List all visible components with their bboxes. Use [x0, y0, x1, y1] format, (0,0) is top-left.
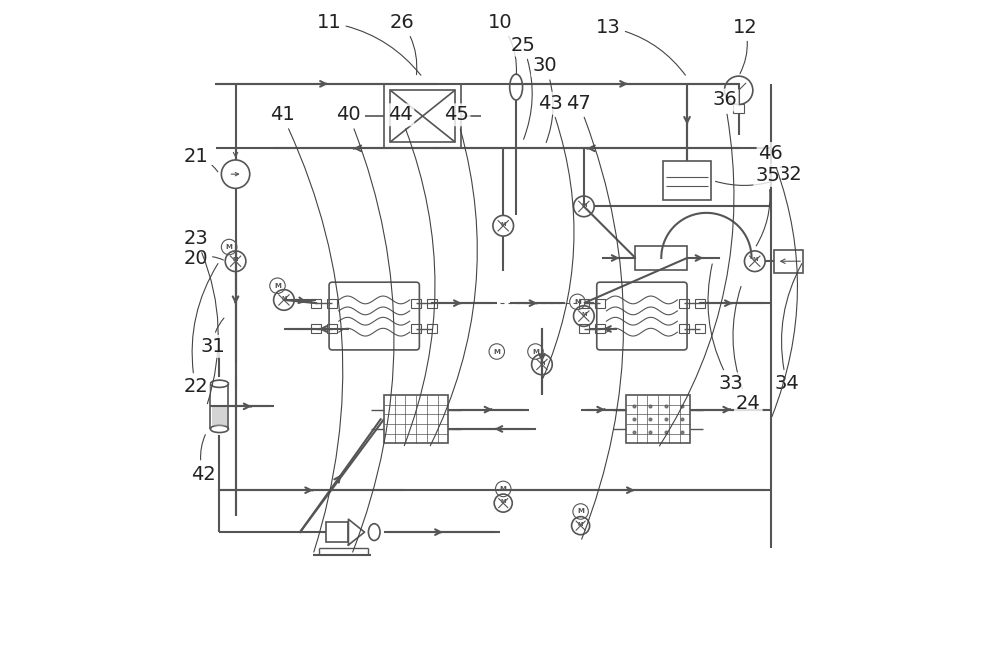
Text: M: M [581, 312, 587, 317]
Bar [390, 90, 455, 142]
Text: 25: 25 [510, 35, 535, 139]
Text: M: M [500, 222, 506, 227]
Text: 20: 20 [183, 248, 223, 268]
Bar [327, 299, 337, 308]
Bar [679, 299, 689, 308]
Text: M: M [281, 296, 287, 301]
Text: 21: 21 [183, 147, 218, 172]
Text: 23: 23 [183, 229, 218, 404]
Text: 36: 36 [660, 90, 737, 446]
Bar [311, 299, 321, 308]
Text: M: M [500, 499, 506, 504]
Text: 22: 22 [183, 264, 218, 397]
Bar [595, 324, 605, 333]
Text: 42: 42 [191, 435, 216, 484]
Text: 33: 33 [708, 264, 743, 393]
Bar [327, 324, 337, 333]
Text: 35: 35 [755, 166, 780, 246]
Text: M: M [500, 486, 507, 492]
Text: 31: 31 [201, 318, 225, 356]
Text: M: M [752, 257, 758, 263]
Text: 40: 40 [336, 105, 394, 552]
Text: M: M [578, 522, 583, 527]
Text: M: M [493, 348, 500, 355]
Bar [774, 250, 803, 273]
Text: 43: 43 [538, 94, 574, 378]
Text: M: M [532, 348, 539, 355]
Text: 13: 13 [596, 17, 685, 75]
Bar [384, 84, 461, 148]
Text: 32: 32 [716, 164, 803, 186]
Bar [384, 395, 448, 444]
Bar [427, 324, 437, 333]
Bar [212, 406, 227, 426]
Text: 45: 45 [430, 105, 477, 446]
Bar [626, 395, 690, 444]
Text: 47: 47 [566, 94, 624, 539]
Bar [679, 324, 689, 333]
Bar [411, 324, 421, 333]
Text: 34: 34 [775, 264, 802, 393]
Text: M: M [274, 283, 281, 289]
Bar [579, 324, 589, 333]
Bar [733, 104, 744, 113]
Bar [311, 324, 321, 333]
Text: 41: 41 [270, 105, 343, 552]
Bar [326, 522, 348, 542]
Text: M: M [577, 508, 584, 515]
Text: 46: 46 [759, 144, 797, 417]
Bar [579, 299, 589, 308]
Bar [635, 246, 687, 270]
Text: 12: 12 [733, 17, 757, 74]
Text: 44: 44 [388, 105, 435, 446]
Text: 30: 30 [533, 56, 557, 143]
Bar [411, 299, 421, 308]
Text: M: M [226, 244, 233, 250]
Bar [695, 299, 705, 308]
Bar [663, 161, 711, 200]
Text: 24: 24 [733, 286, 761, 413]
Text: 11: 11 [317, 13, 421, 75]
Bar [695, 324, 705, 333]
Bar [595, 299, 605, 308]
Bar [427, 299, 437, 308]
Text: M: M [581, 203, 587, 208]
Text: 26: 26 [390, 13, 417, 75]
Text: 10: 10 [488, 13, 517, 75]
Text: M: M [574, 299, 581, 305]
Text: M: M [539, 361, 545, 366]
Text: M: M [233, 257, 238, 263]
